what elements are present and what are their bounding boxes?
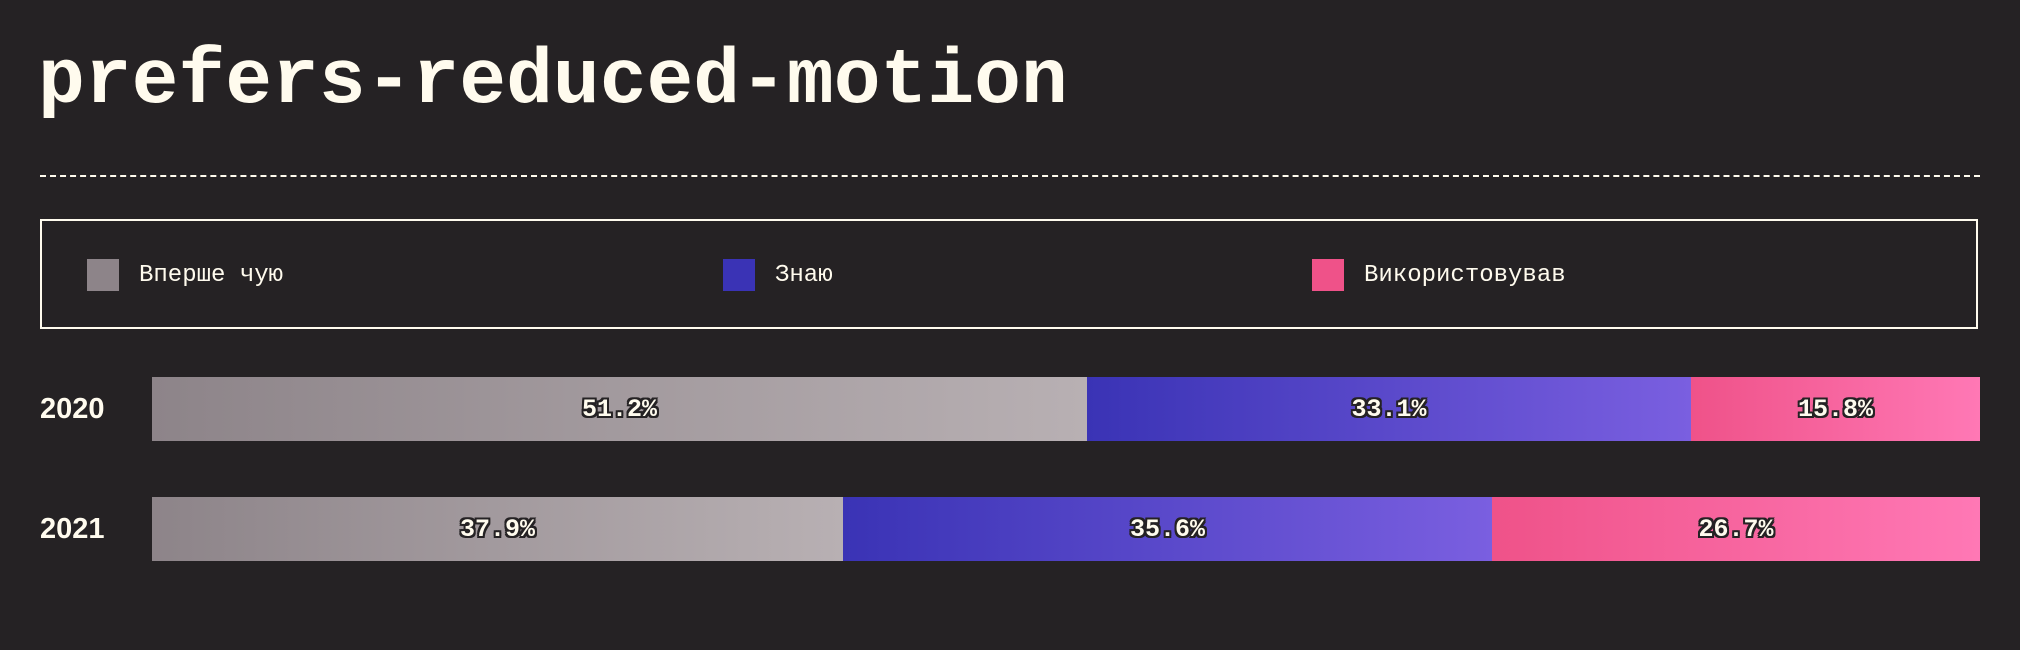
bar-segment: 37.9% <box>152 497 843 561</box>
row-label: 2021 <box>40 513 105 545</box>
chart-title: prefers-reduced-motion <box>38 38 1068 126</box>
row-label: 2020 <box>40 393 105 425</box>
legend-item-know: Знаю <box>723 259 833 291</box>
bar-row-2021: 2021 37.9% 35.6% 26.7% <box>40 497 1980 561</box>
data-label: 35.6% <box>1129 514 1205 544</box>
bar-row-2020: 2020 51.2% 33.1% 15.8% <box>40 377 1980 441</box>
legend-label: Знаю <box>775 261 833 289</box>
legend-item-never-heard: Вперше чую <box>87 259 283 291</box>
legend: Вперше чую Знаю Використовував <box>40 219 1978 329</box>
legend-label: Вперше чую <box>139 261 284 289</box>
data-label: 33.1% <box>1351 394 1427 424</box>
bar-segment: 15.8% <box>1691 377 1980 441</box>
legend-swatch <box>1312 259 1344 291</box>
bar-track: 37.9% 35.6% 26.7% <box>152 497 1980 561</box>
dashed-divider <box>40 175 1980 177</box>
legend-label: Використовував <box>1364 261 1566 289</box>
data-label: 37.9% <box>459 514 535 544</box>
bar-segment: 35.6% <box>843 497 1492 561</box>
bar-segment: 51.2% <box>152 377 1087 441</box>
legend-item-used: Використовував <box>1312 259 1566 291</box>
bar-track: 51.2% 33.1% 15.8% <box>152 377 1980 441</box>
legend-swatch <box>87 259 119 291</box>
bar-segment: 33.1% <box>1087 377 1691 441</box>
data-label: 15.8% <box>1797 394 1873 424</box>
legend-swatch <box>723 259 755 291</box>
data-label: 26.7% <box>1698 514 1774 544</box>
bar-segment: 26.7% <box>1492 497 1980 561</box>
data-label: 51.2% <box>581 394 657 424</box>
